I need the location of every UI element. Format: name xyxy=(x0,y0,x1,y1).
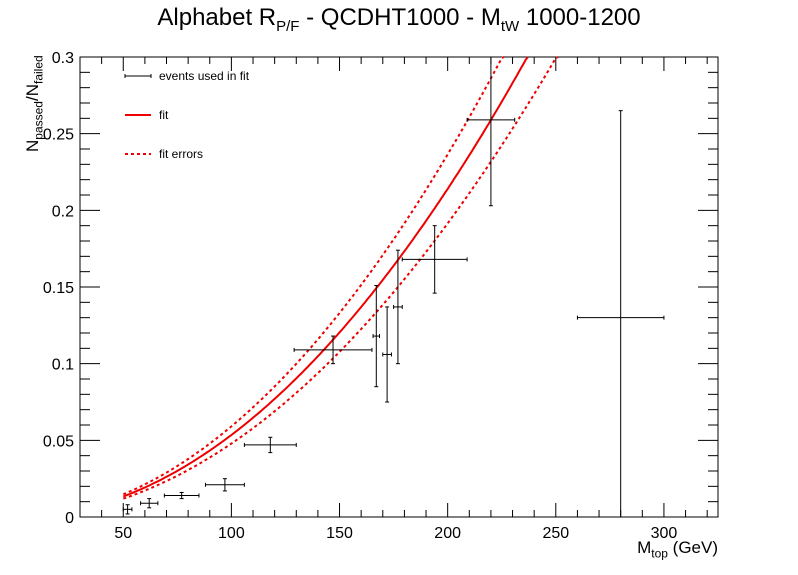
legend-label: fit errors xyxy=(159,147,203,161)
y-tick-label: 0.1 xyxy=(52,357,74,374)
data-point xyxy=(401,225,468,294)
legend-item: events used in fit xyxy=(124,69,250,83)
legend-label: fit xyxy=(159,108,169,122)
data-point xyxy=(293,335,373,365)
y-tick-label: 0.2 xyxy=(52,203,74,220)
x-tick-label: 200 xyxy=(434,525,461,542)
data-point xyxy=(204,478,245,492)
x-tick-label: 300 xyxy=(651,525,678,542)
data-point xyxy=(372,284,381,388)
y-tick-label: 0 xyxy=(65,510,74,527)
data-point xyxy=(140,498,159,509)
plot-frame xyxy=(79,56,719,518)
fit-curve xyxy=(122,56,529,498)
y-tick-label: 0.15 xyxy=(43,280,74,297)
y-tick-label: 0.05 xyxy=(43,433,74,450)
x-tick-label: 250 xyxy=(542,525,569,542)
data-point xyxy=(243,436,297,454)
x-axis-label: Mtop (GeV) xyxy=(637,538,718,561)
legend-item: fit errors xyxy=(125,147,203,161)
x-tick-label: 150 xyxy=(326,525,353,542)
data-point xyxy=(466,56,516,207)
y-tick-label: 0.25 xyxy=(43,127,74,144)
legend-label: events used in fit xyxy=(159,69,250,83)
data-point xyxy=(122,504,133,515)
y-tick-label: 0.3 xyxy=(52,50,74,67)
fit-error-upper xyxy=(122,56,505,496)
fit-error-lower xyxy=(122,56,559,500)
data-point xyxy=(393,249,403,365)
y-axis-label: Npassed/Nfailed xyxy=(23,55,46,152)
data-point xyxy=(382,306,392,403)
legend-item: fit xyxy=(125,108,169,122)
x-tick-label: 50 xyxy=(114,525,132,542)
data-point xyxy=(163,491,200,500)
x-tick-label: 100 xyxy=(218,525,245,542)
data-point xyxy=(576,110,665,518)
chart-title: Alphabet RP/F - QCDHT1000 - MtW 1000-120… xyxy=(157,4,641,35)
